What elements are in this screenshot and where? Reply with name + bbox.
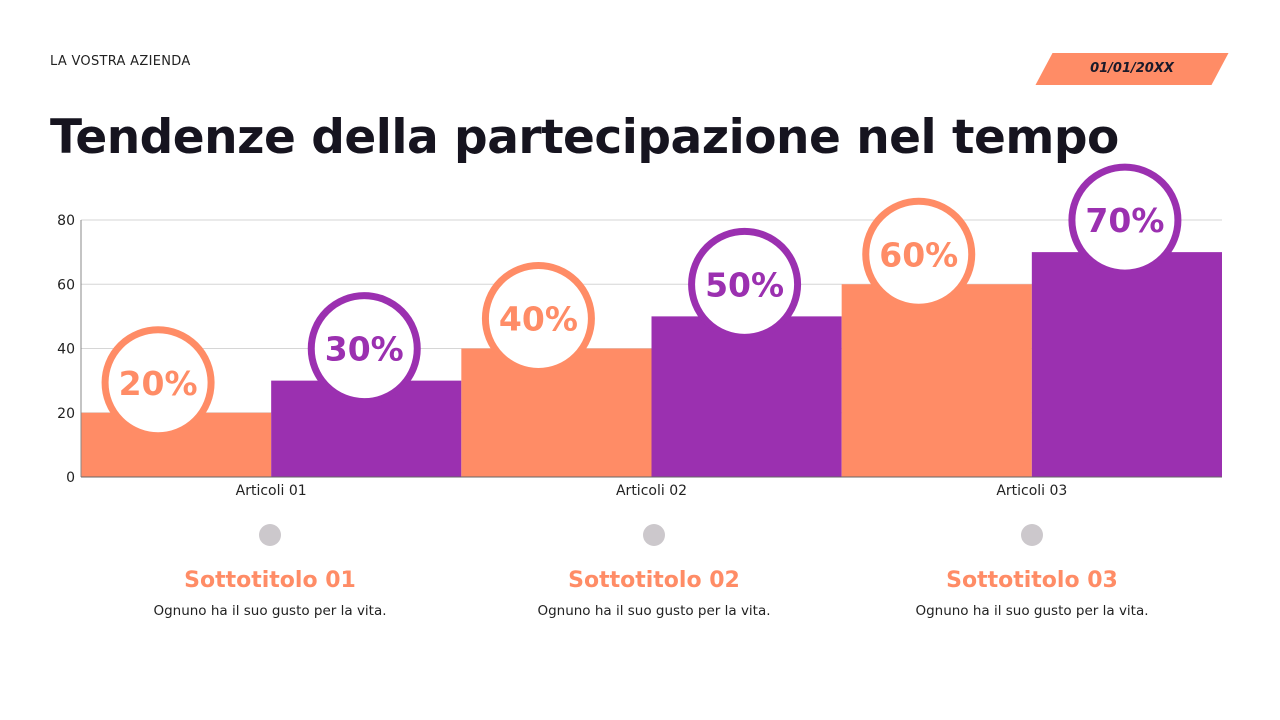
subtitle-text: Ognuno ha il suo gusto per la vita. — [537, 603, 771, 619]
bullet-dot — [643, 524, 665, 546]
bullet-dot — [259, 524, 281, 546]
x-tick-label: Articoli 03 — [996, 483, 1067, 499]
bar — [841, 284, 1032, 477]
value-label-circle — [862, 197, 976, 311]
bar — [1031, 252, 1222, 477]
data-label: 30% — [325, 330, 404, 369]
bullet-dot — [1021, 524, 1043, 546]
subtitle-block-3: Sottotitolo 03 Ognuno ha il suo gusto pe… — [882, 522, 1182, 619]
x-tick-label: Articoli 01 — [236, 483, 307, 499]
value-label-circle — [101, 326, 215, 440]
bar — [651, 316, 842, 477]
data-label: 60% — [879, 235, 958, 274]
company-name: LA VOSTRA AZIENDA — [50, 54, 191, 69]
subtitle-text: Ognuno ha il suo gusto per la vita. — [153, 603, 387, 619]
value-label-circle — [1068, 163, 1182, 277]
page-title: Tendenze della partecipazione nel tempo — [50, 110, 1119, 165]
y-tick-label: 40 — [57, 342, 75, 358]
subtitle-text: Ognuno ha il suo gusto per la vita. — [915, 603, 1149, 619]
value-label-circle — [307, 292, 421, 406]
value-label-circle — [688, 227, 802, 341]
subtitle-heading: Sottotitolo 03 — [946, 568, 1118, 593]
subtitle-block-1: Sottotitolo 01 Ognuno ha il suo gusto pe… — [120, 522, 420, 619]
data-label: 20% — [119, 364, 198, 403]
y-tick-label: 80 — [57, 213, 75, 229]
data-label: 50% — [705, 265, 784, 304]
y-tick-label: 60 — [57, 277, 75, 293]
data-label: 40% — [499, 300, 578, 339]
value-label-circle — [481, 262, 595, 375]
y-tick-label: 0 — [66, 470, 75, 486]
data-label: 70% — [1085, 201, 1164, 240]
bar-chart: 0 20 40 60 80 Articoli 01 Articoli 02 Articoli … — [57, 163, 1222, 499]
x-tick-label: Articoli 02 — [616, 483, 687, 499]
subtitle-block-2: Sottotitolo 02 Ognuno ha il suo gusto pe… — [504, 522, 804, 619]
subtitle-heading: Sottotitolo 01 — [184, 568, 356, 593]
y-tick-label: 20 — [57, 406, 75, 422]
subtitle-heading: Sottotitolo 02 — [568, 568, 740, 593]
